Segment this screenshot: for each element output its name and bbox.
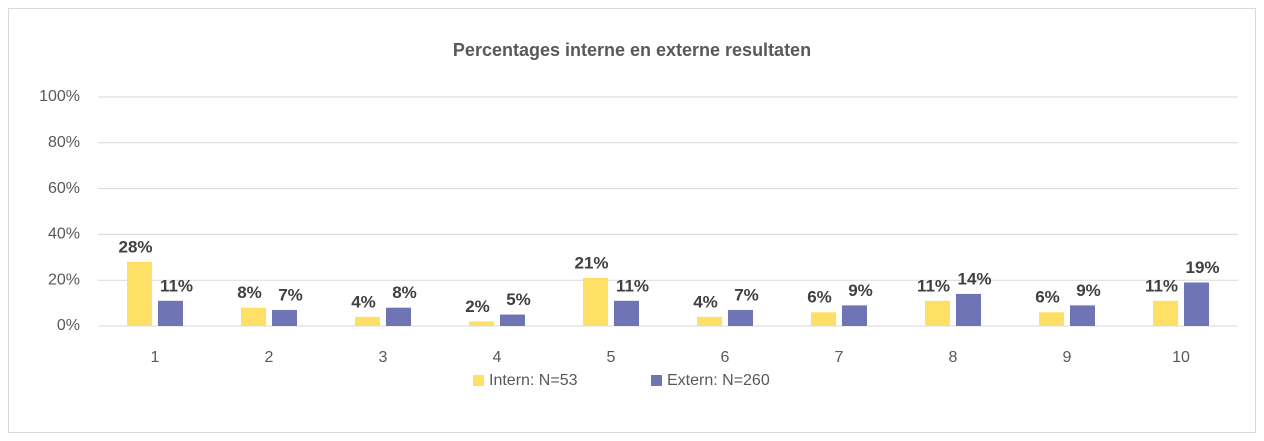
value-label: 2% [465,297,490,316]
value-label: 6% [1035,288,1060,307]
y-tick-label: 100% [39,88,80,105]
value-label: 11% [616,276,649,295]
y-tick-label: 60% [48,180,80,197]
value-label: 8% [237,283,262,302]
legend-swatch [651,375,662,386]
bar [1070,305,1095,326]
bar [1184,282,1209,326]
bar [697,316,722,326]
legend-label: Intern: N=53 [489,372,578,389]
bar [500,314,525,326]
x-tick-label: 5 [607,349,616,366]
bar [127,261,152,326]
x-tick-label: 3 [379,349,388,366]
bar [241,307,266,326]
bar [1153,300,1178,326]
value-label: 21% [574,253,608,272]
x-tick-label: 1 [151,349,160,366]
bar [272,309,297,326]
value-label: 9% [848,281,873,300]
bar [728,309,753,326]
value-label: 14% [957,269,991,288]
bar [583,277,608,326]
value-label: 11% [917,276,950,295]
x-tick-label: 8 [949,349,958,366]
x-tick-label: 10 [1172,349,1190,366]
value-label: 7% [734,285,759,304]
value-label: 19% [1185,258,1219,277]
bar [469,321,494,326]
bar [811,312,836,326]
x-tick-label: 7 [835,349,844,366]
bar [1039,312,1064,326]
x-tick-label: 4 [493,349,502,366]
value-label: 11% [160,276,193,295]
value-label: 8% [392,283,417,302]
y-tick-label: 20% [48,271,80,288]
bar [614,300,639,326]
value-label: 28% [118,237,152,256]
bar [355,316,380,326]
value-label: 11% [1145,276,1178,295]
bar [956,293,981,326]
value-label: 7% [278,285,303,304]
value-label: 4% [693,292,718,311]
y-tick-label: 80% [48,134,80,151]
x-tick-label: 6 [721,349,730,366]
legend-label: Extern: N=260 [667,372,770,389]
value-label: 6% [807,288,832,307]
chart-title: Percentages interne en externe resultate… [453,40,811,60]
y-tick-label: 40% [48,226,80,243]
x-tick-label: 9 [1063,349,1072,366]
bar [925,300,950,326]
value-label: 9% [1076,281,1101,300]
value-label: 4% [351,292,376,311]
x-tick-label: 2 [265,349,274,366]
value-label: 5% [506,290,531,309]
y-tick-label: 0% [57,317,80,334]
bar [158,300,183,326]
legend-swatch [473,375,484,386]
bar [386,307,411,326]
bar [842,305,867,326]
chart-border [8,8,1256,433]
